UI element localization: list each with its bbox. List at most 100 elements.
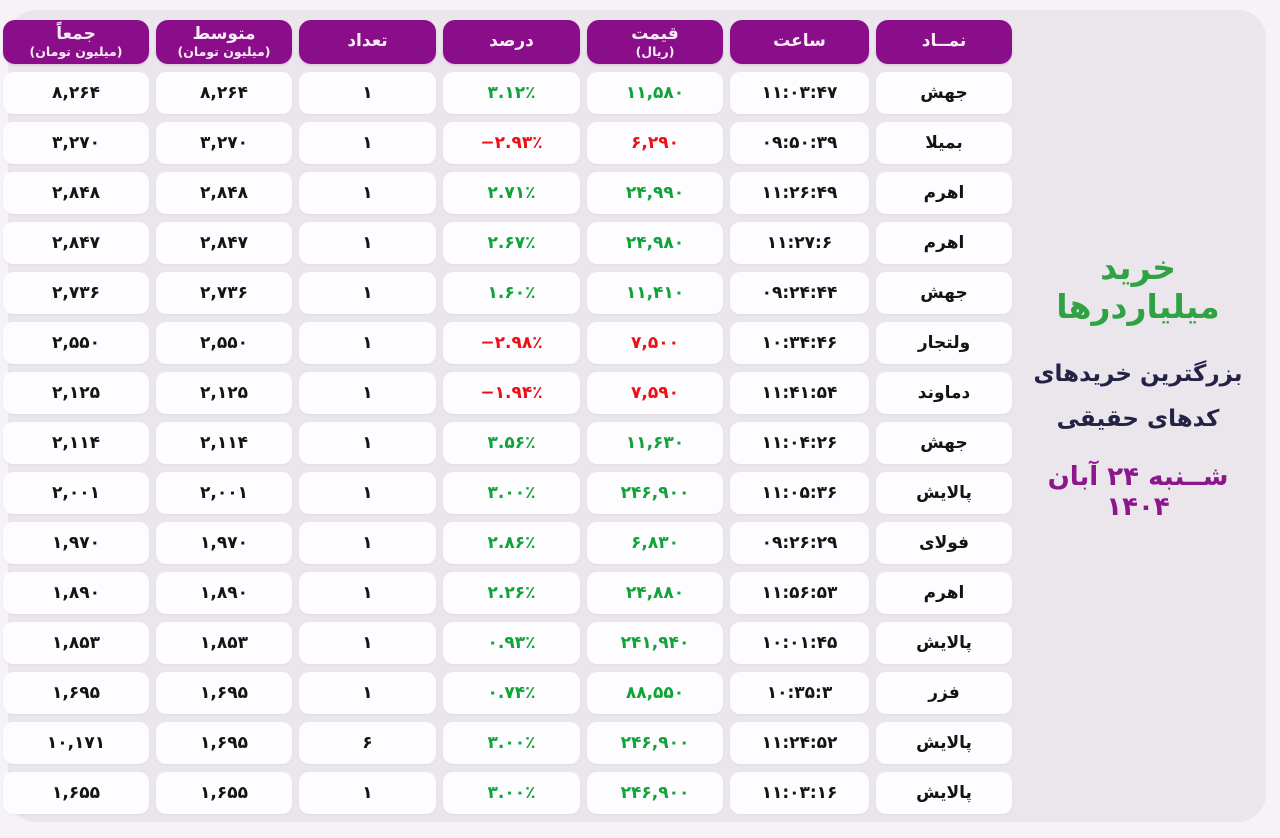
- cell-time: ۱۱:۲۴:۵۲: [730, 722, 869, 764]
- cell-percent: −۱.۹۴٪: [443, 372, 580, 414]
- cell-price: ۷,۵۰۰: [587, 322, 723, 364]
- cell-price: ۲۴,۹۸۰: [587, 222, 723, 264]
- cell-percent: ۲.۷۱٪: [443, 172, 580, 214]
- cell-average: ۱,۸۹۰: [156, 572, 292, 614]
- cell-total: ۲,۷۳۶: [3, 272, 149, 314]
- cell-total: ۲,۱۱۴: [3, 422, 149, 464]
- cell-price: ۲۴۶,۹۰۰: [587, 472, 723, 514]
- cell-total: ۱۰,۱۷۱: [3, 722, 149, 764]
- cell-average: ۲,۸۴۸: [156, 172, 292, 214]
- cell-total: ۱,۸۵۳: [3, 622, 149, 664]
- cell-average: ۲,۱۱۴: [156, 422, 292, 464]
- cell-symbol: دماوند: [876, 372, 1012, 414]
- cell-average: ۸,۲۶۴: [156, 72, 292, 114]
- cell-time: ۱۱:۰۳:۴۷: [730, 72, 869, 114]
- cell-time: ۱۱:۴۱:۵۴: [730, 372, 869, 414]
- cell-count: ۱: [299, 122, 436, 164]
- cell-count: ۱: [299, 572, 436, 614]
- cell-total: ۱,۶۹۵: [3, 672, 149, 714]
- cell-price: ۱۱,۵۸۰: [587, 72, 723, 114]
- cell-total: ۲,۵۵۰: [3, 322, 149, 364]
- subtitle-line-2: کدهای حقیقی: [1056, 405, 1220, 432]
- subtitle-line-1: بزرگترین خریدهای: [1033, 361, 1243, 387]
- cell-symbol: پالایش: [876, 772, 1012, 814]
- cell-total: ۱,۶۵۵: [3, 772, 149, 814]
- cell-total: ۲,۱۲۵: [3, 372, 149, 414]
- cell-price: ۱۱,۶۳۰: [587, 422, 723, 464]
- cell-count: ۱: [299, 622, 436, 664]
- cell-percent: ۲.۲۶٪: [443, 572, 580, 614]
- cell-percent: ۱.۶۰٪: [443, 272, 580, 314]
- cell-symbol: فزر: [876, 672, 1012, 714]
- date-label: شــنبه ۲۴ آبان ۱۴۰۴: [1047, 461, 1229, 522]
- cell-count: ۱: [299, 322, 436, 364]
- cell-average: ۱,۸۵۳: [156, 622, 292, 664]
- cell-average: ۱,۹۷۰: [156, 522, 292, 564]
- cell-price: ۷,۵۹۰: [587, 372, 723, 414]
- cell-average: ۲,۸۴۷: [156, 222, 292, 264]
- cell-count: ۱: [299, 372, 436, 414]
- cell-count: ۱: [299, 72, 436, 114]
- cell-percent: ۳.۰۰٪: [443, 472, 580, 514]
- cell-price: ۲۴۶,۹۰۰: [587, 772, 723, 814]
- cell-average: ۲,۵۵۰: [156, 322, 292, 364]
- cell-price: ۸۸,۵۵۰: [587, 672, 723, 714]
- cell-average: ۲,۷۳۶: [156, 272, 292, 314]
- cell-time: ۱۱:۵۶:۵۳: [730, 572, 869, 614]
- cell-percent: −۲.۹۳٪: [443, 122, 580, 164]
- cell-price: ۲۴,۹۹۰: [587, 172, 723, 214]
- cell-count: ۱: [299, 222, 436, 264]
- cell-symbol: بمیلا: [876, 122, 1012, 164]
- header-total: جمعاً (میلیون تومان): [3, 20, 149, 64]
- page-subtitle: بزرگترین خریدهای کدهای حقیقی: [1033, 352, 1242, 442]
- cell-percent: ۳.۵۶٪: [443, 422, 580, 464]
- cell-symbol: پالایش: [876, 722, 1012, 764]
- cell-average: ۱,۶۹۵: [156, 722, 292, 764]
- cell-symbol: ولتجار: [876, 322, 1012, 364]
- cell-total: ۲,۸۴۸: [3, 172, 149, 214]
- header-price: قیمت (ریال): [587, 20, 723, 64]
- cell-average: ۲,۰۰۱: [156, 472, 292, 514]
- cell-time: ۱۱:۲۶:۴۹: [730, 172, 869, 214]
- cell-total: ۱,۹۷۰: [3, 522, 149, 564]
- cell-total: ۳,۲۷۰: [3, 122, 149, 164]
- cell-time: ۰۹:۲۴:۴۴: [730, 272, 869, 314]
- cell-percent: ۳.۰۰٪: [443, 722, 580, 764]
- cell-average: ۳,۲۷۰: [156, 122, 292, 164]
- page-title: خرید میلیاردرها: [1056, 248, 1220, 326]
- cell-symbol: جهش: [876, 72, 1012, 114]
- cell-total: ۸,۲۶۴: [3, 72, 149, 114]
- cell-symbol: پالایش: [876, 622, 1012, 664]
- cell-average: ۱,۶۹۵: [156, 672, 292, 714]
- cell-count: ۱: [299, 272, 436, 314]
- cell-count: ۶: [299, 722, 436, 764]
- trades-table: نمــاد ساعت قیمت (ریال) درصد تعداد متوسط: [3, 20, 1014, 814]
- cell-symbol: فولای: [876, 522, 1012, 564]
- cell-symbol: اهرم: [876, 222, 1012, 264]
- main-panel: خرید میلیاردرها بزرگترین خریدهای کدهای ح…: [3, 10, 1266, 822]
- header-time: ساعت: [730, 20, 869, 64]
- cell-symbol: پالایش: [876, 472, 1012, 514]
- header-percent: درصد: [443, 20, 580, 64]
- cell-time: ۰۹:۲۶:۲۹: [730, 522, 869, 564]
- cell-symbol: جهش: [876, 272, 1012, 314]
- cell-symbol: اهرم: [876, 172, 1012, 214]
- cell-total: ۲,۰۰۱: [3, 472, 149, 514]
- cell-price: ۱۱,۴۱۰: [587, 272, 723, 314]
- cell-price: ۲۴۱,۹۴۰: [587, 622, 723, 664]
- cell-time: ۱۱:۰۴:۲۶: [730, 422, 869, 464]
- cell-count: ۱: [299, 172, 436, 214]
- cell-percent: ۳.۱۲٪: [443, 72, 580, 114]
- cell-symbol: جهش: [876, 422, 1012, 464]
- cell-price: ۲۴۶,۹۰۰: [587, 722, 723, 764]
- cell-percent: ۲.۸۶٪: [443, 522, 580, 564]
- cell-price: ۶,۸۳۰: [587, 522, 723, 564]
- header-symbol: نمــاد: [876, 20, 1012, 64]
- cell-average: ۲,۱۲۵: [156, 372, 292, 414]
- header-average: متوسط (میلیون تومان): [156, 20, 292, 64]
- cell-time: ۱۱:۲۷:۶: [730, 222, 869, 264]
- cell-time: ۱۱:۰۵:۳۶: [730, 472, 869, 514]
- cell-count: ۱: [299, 422, 436, 464]
- cell-count: ۱: [299, 522, 436, 564]
- cell-time: ۰۹:۵۰:۳۹: [730, 122, 869, 164]
